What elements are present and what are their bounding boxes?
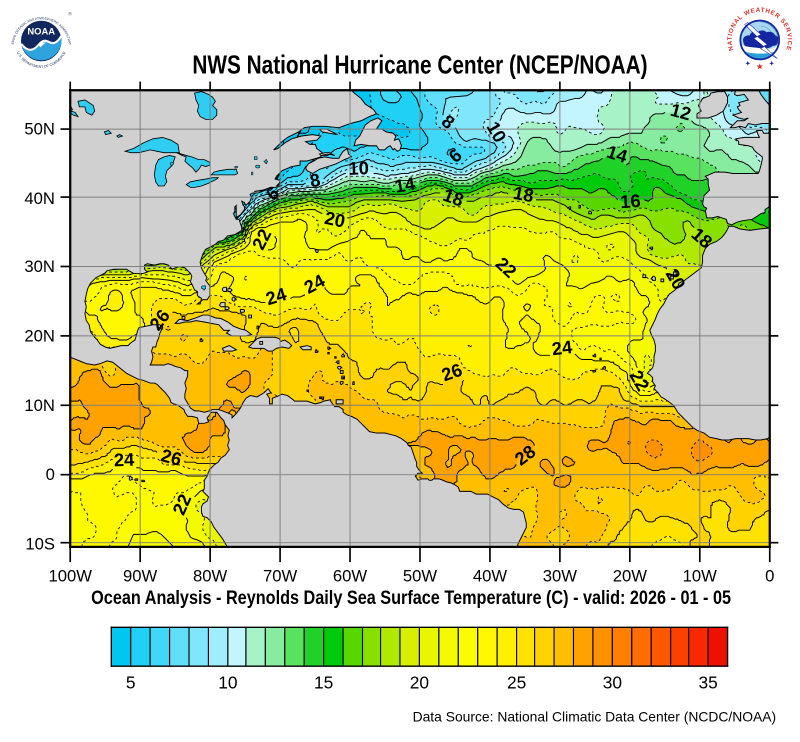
- svg-text:20N: 20N: [24, 326, 55, 345]
- svg-text:90W: 90W: [123, 567, 158, 586]
- svg-text:18: 18: [512, 182, 536, 207]
- svg-text:14: 14: [393, 173, 418, 197]
- svg-text:35: 35: [698, 672, 717, 692]
- svg-text:40W: 40W: [473, 567, 508, 586]
- svg-text:24: 24: [113, 449, 135, 471]
- svg-text:50W: 50W: [403, 567, 438, 586]
- svg-text:10N: 10N: [24, 396, 55, 415]
- svg-text:10: 10: [218, 672, 237, 692]
- svg-text:16: 16: [619, 190, 641, 212]
- svg-text:0: 0: [765, 567, 774, 586]
- svg-text:20: 20: [323, 207, 347, 232]
- svg-text:80W: 80W: [193, 567, 228, 586]
- svg-text:10: 10: [348, 157, 369, 179]
- svg-text:70W: 70W: [263, 567, 298, 586]
- svg-text:15: 15: [314, 672, 333, 692]
- svg-text:NOAA: NOAA: [27, 26, 55, 37]
- svg-text:100W: 100W: [48, 567, 92, 586]
- svg-text:30W: 30W: [543, 567, 578, 586]
- svg-text:8: 8: [308, 169, 322, 191]
- svg-text:Data Source: National Climatic: Data Source: National Climatic Data Cent…: [413, 709, 777, 725]
- svg-text:30: 30: [603, 672, 622, 692]
- svg-text:20: 20: [410, 672, 429, 692]
- svg-text:50N: 50N: [24, 120, 55, 139]
- svg-text:24: 24: [551, 336, 575, 359]
- svg-text:20W: 20W: [613, 567, 648, 586]
- svg-text:10S: 10S: [25, 535, 55, 554]
- svg-text:®: ®: [68, 10, 72, 17]
- svg-text:60W: 60W: [333, 567, 368, 586]
- svg-text:NWS National Hurricane Center: NWS National Hurricane Center (NCEP/NOAA…: [192, 50, 647, 80]
- svg-text:40N: 40N: [24, 189, 55, 208]
- svg-text:30N: 30N: [24, 257, 55, 276]
- svg-text:Ocean Analysis - Reynolds Dail: Ocean Analysis - Reynolds Daily Sea Surf…: [91, 588, 731, 609]
- svg-text:0: 0: [46, 465, 55, 484]
- svg-text:5: 5: [126, 672, 136, 692]
- svg-text:10W: 10W: [683, 567, 718, 586]
- svg-text:25: 25: [507, 672, 526, 692]
